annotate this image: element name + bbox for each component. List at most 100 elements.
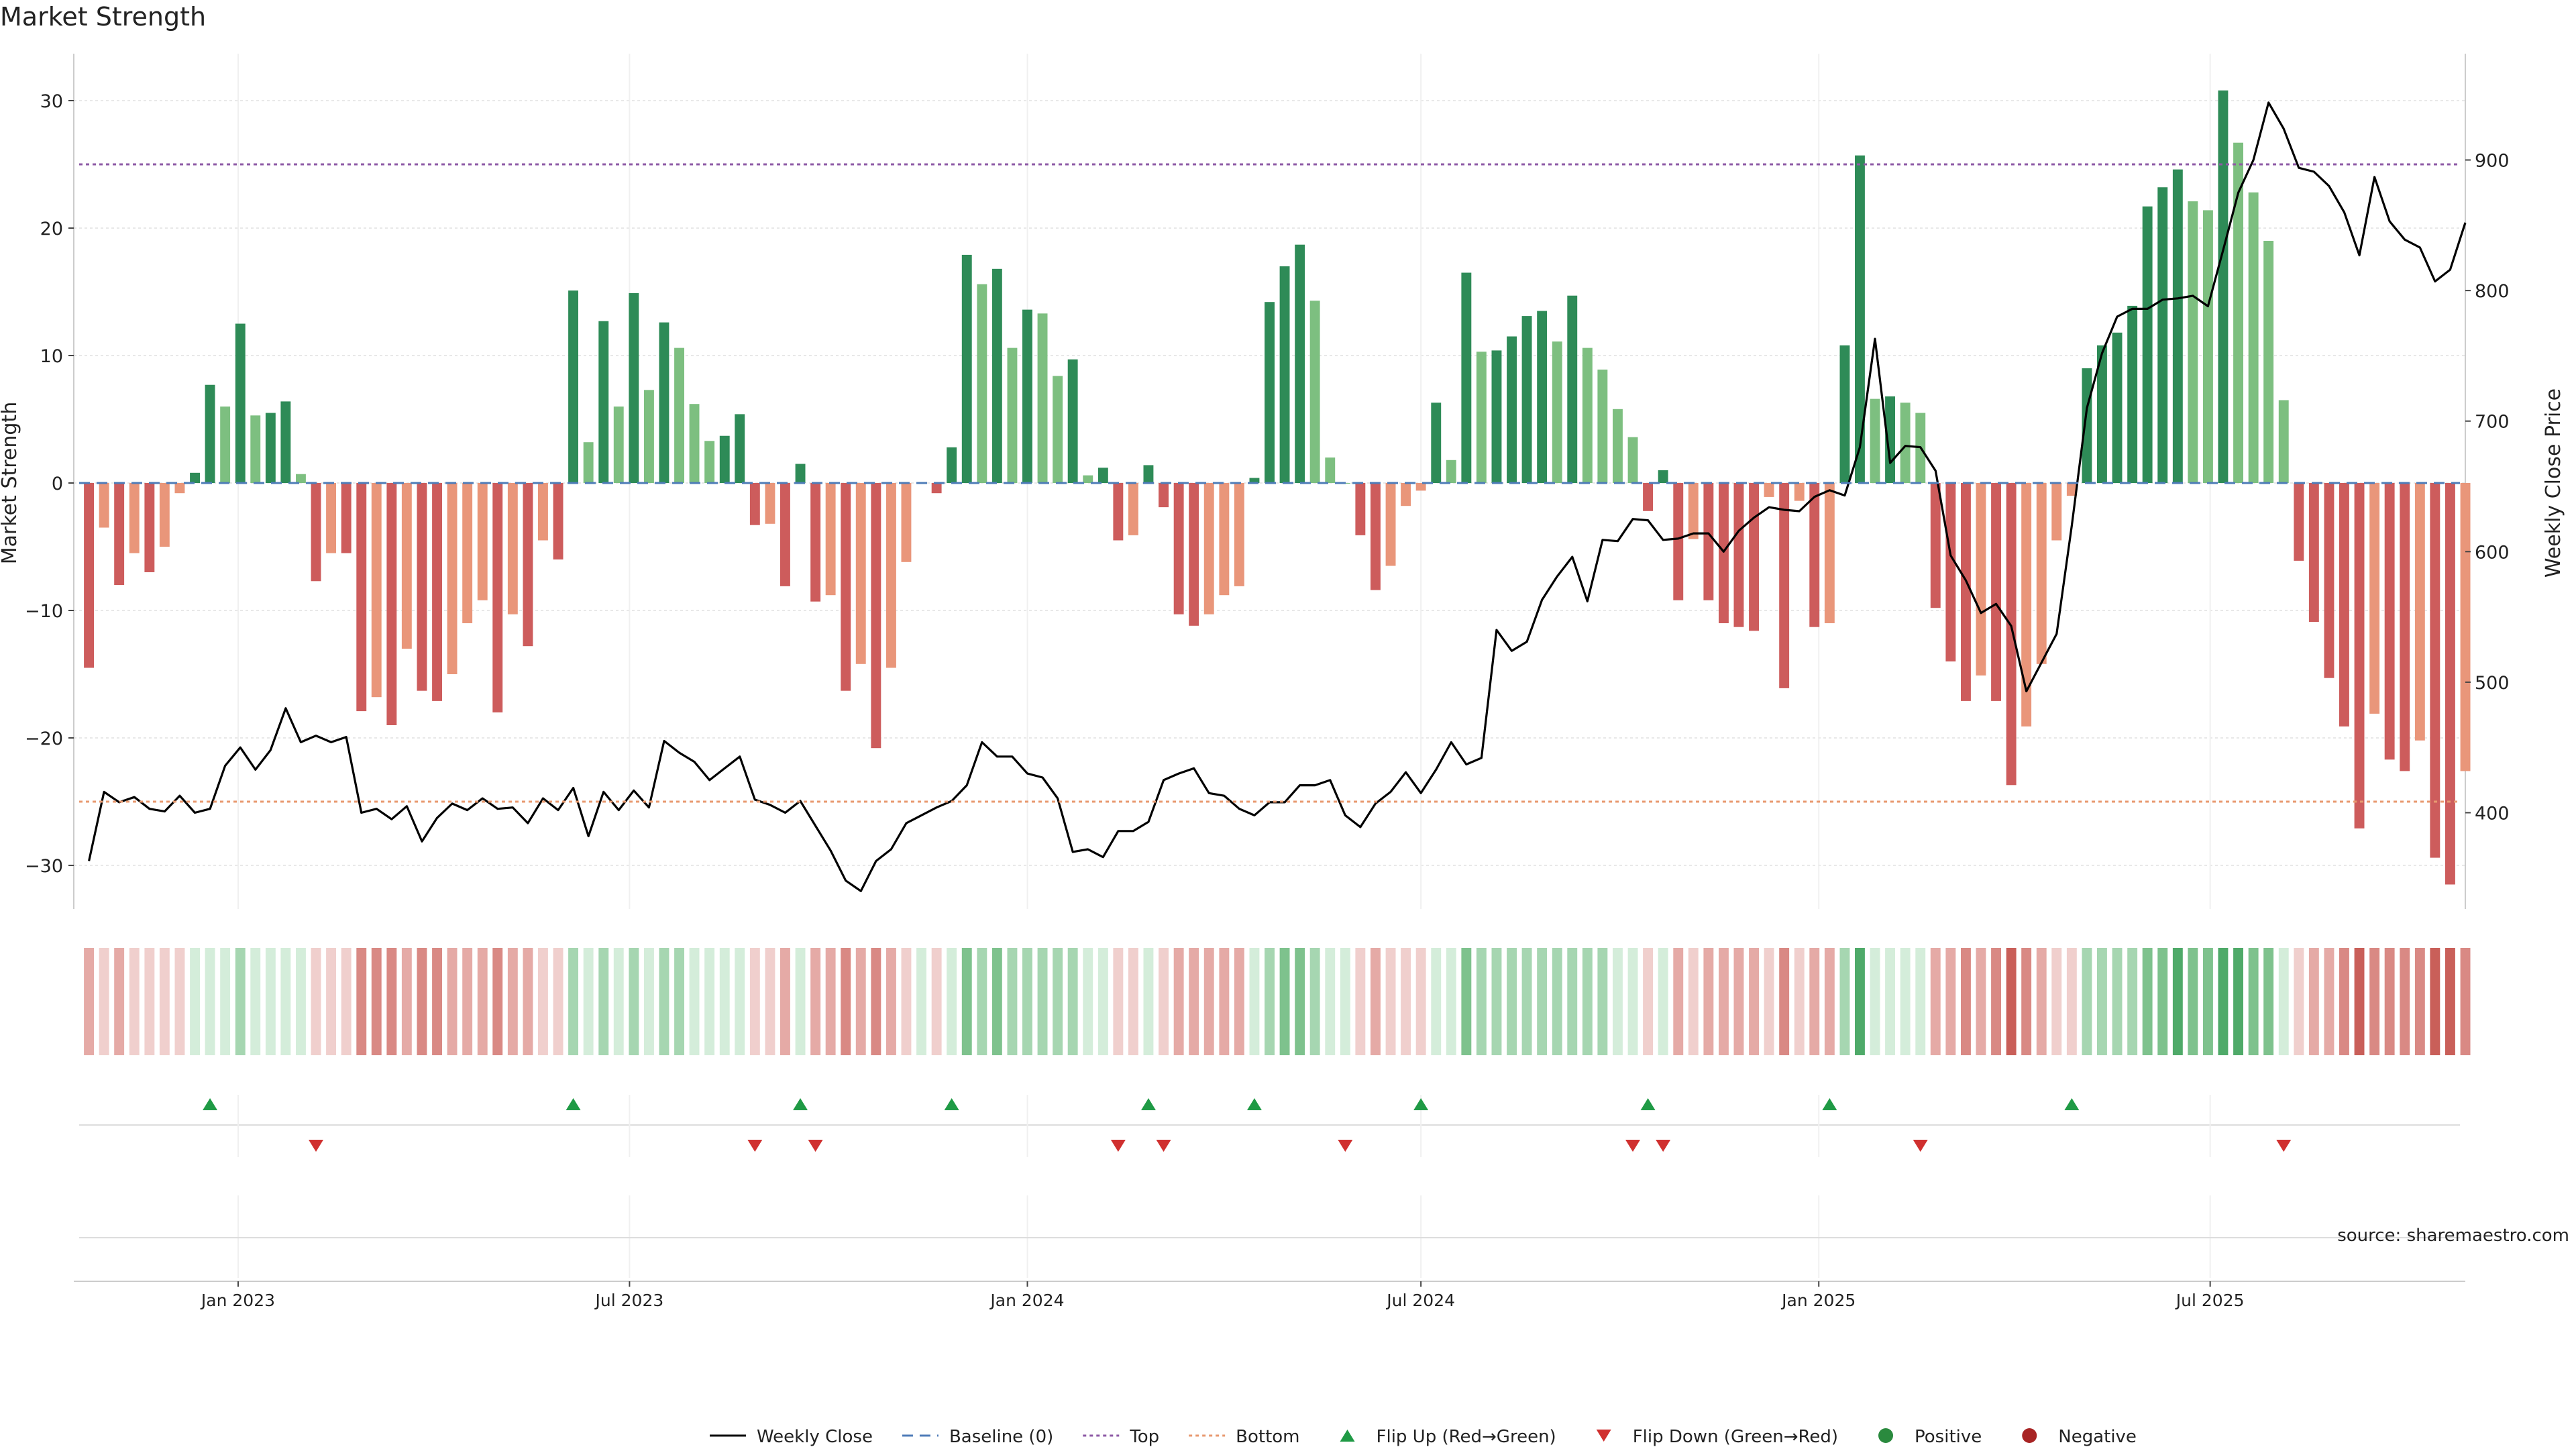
heat-cell [341, 948, 352, 1055]
heat-cell [659, 948, 669, 1055]
strength-bar [1991, 483, 2001, 701]
heat-cell [2354, 948, 2365, 1055]
strength-bar [129, 483, 140, 553]
heat-cell [1552, 948, 1562, 1055]
flip-down-marker [1625, 1140, 1641, 1152]
strength-bar [2218, 90, 2229, 484]
right-tick-label: 400 [2475, 804, 2510, 824]
legend-weekly-close: Weekly Close [710, 1427, 873, 1447]
strength-bar [2339, 483, 2349, 727]
heat-cell [144, 948, 155, 1055]
heat-cell [735, 948, 745, 1055]
heat-cell [174, 948, 185, 1055]
flip-down-marker [1338, 1140, 1353, 1152]
heat-cell [2051, 948, 2062, 1055]
strength-bar [719, 435, 730, 483]
heat-cell [1309, 948, 1320, 1055]
strength-bar [538, 483, 548, 541]
strength-bar [1627, 437, 1638, 483]
strength-bar [265, 413, 276, 483]
heat-cell [371, 948, 382, 1055]
heat-cell [1794, 948, 1805, 1055]
strength-bar [159, 483, 170, 547]
legend-negative: Negative [2022, 1427, 2137, 1447]
legend-label: Negative [2058, 1427, 2137, 1447]
date-tick-label: Jul 2025 [2175, 1291, 2245, 1310]
strength-bar [1900, 402, 1911, 483]
strength-bar [1461, 272, 1472, 483]
strength-bar [2263, 241, 2274, 483]
heat-cell [961, 948, 972, 1055]
strength-bar [1567, 295, 1578, 483]
heat-cell [1461, 948, 1472, 1055]
strength-bar [1688, 483, 1699, 539]
legend-positive: Positive [1878, 1427, 1982, 1447]
strength-bar [1870, 398, 1880, 483]
heat-cell [719, 948, 730, 1055]
strength-bar [1507, 336, 1517, 483]
strength-bar [886, 483, 896, 668]
strength-bar [1824, 483, 1835, 623]
heat-cell [2203, 948, 2213, 1055]
flip-down-marker [309, 1140, 324, 1152]
strength-bar [1279, 266, 1290, 483]
heat-cell [1824, 948, 1835, 1055]
heat-cell [947, 948, 957, 1055]
strength-bar [1309, 301, 1320, 483]
heat-cell [2445, 948, 2455, 1055]
strength-bar [901, 483, 912, 562]
heat-cell [810, 948, 821, 1055]
heat-cell [2248, 948, 2259, 1055]
left-tick-label: −10 [25, 601, 63, 622]
strength-bar [1295, 244, 1305, 483]
strength-bar [190, 472, 200, 483]
strength-bar [2142, 206, 2153, 483]
date-tick-label: Jan 2025 [1780, 1291, 1856, 1310]
heat-cell [629, 948, 639, 1055]
heat-cell [1945, 948, 1956, 1055]
strength-bar [401, 483, 412, 649]
heat-cell [1961, 948, 1971, 1055]
heat-cell [190, 948, 200, 1055]
strength-bar [507, 483, 518, 614]
legend-label: Flip Up (Red→Green) [1377, 1427, 1556, 1447]
heat-cell [1083, 948, 1093, 1055]
flip-up-marker [203, 1098, 218, 1110]
strength-bar [1764, 483, 1774, 497]
strength-bar [1552, 341, 1562, 483]
heat-cell [2294, 948, 2304, 1055]
strength-bar [1779, 483, 1790, 688]
heat-cell [583, 948, 594, 1055]
heat-cell [2414, 948, 2425, 1055]
strength-bar [1855, 155, 1865, 483]
strength-bar [280, 401, 291, 483]
strength-bar [2294, 483, 2304, 561]
heat-cell [1249, 948, 1260, 1055]
threshold-lines [79, 163, 2460, 803]
strength-bar [1431, 402, 1442, 483]
left-tick-label: 20 [40, 219, 63, 239]
strength-bar [1143, 465, 1154, 483]
strength-bar [871, 483, 881, 749]
flip-up-marker [793, 1098, 808, 1110]
strength-bar [704, 441, 715, 483]
left-axis: 30 20 10 0 −10 −20 −30 [25, 91, 74, 877]
strength-bar [144, 483, 155, 572]
strength-bar [114, 483, 125, 585]
heat-cell [1431, 948, 1442, 1055]
strength-bar [1083, 475, 1093, 483]
heat-cell [1521, 948, 1532, 1055]
strength-bar [2233, 142, 2243, 483]
strength-bar [1733, 483, 1744, 627]
heat-cell [991, 948, 1002, 1055]
strength-bar [1658, 470, 1668, 483]
heat-cell [2384, 948, 2395, 1055]
heat-cell [1128, 948, 1138, 1055]
heat-cell [2430, 948, 2440, 1055]
strength-bar [2157, 187, 2168, 483]
heat-cell [598, 948, 609, 1055]
strength-bar [1203, 483, 1214, 614]
strength-bar [2384, 483, 2395, 760]
heat-cell [2400, 948, 2410, 1055]
